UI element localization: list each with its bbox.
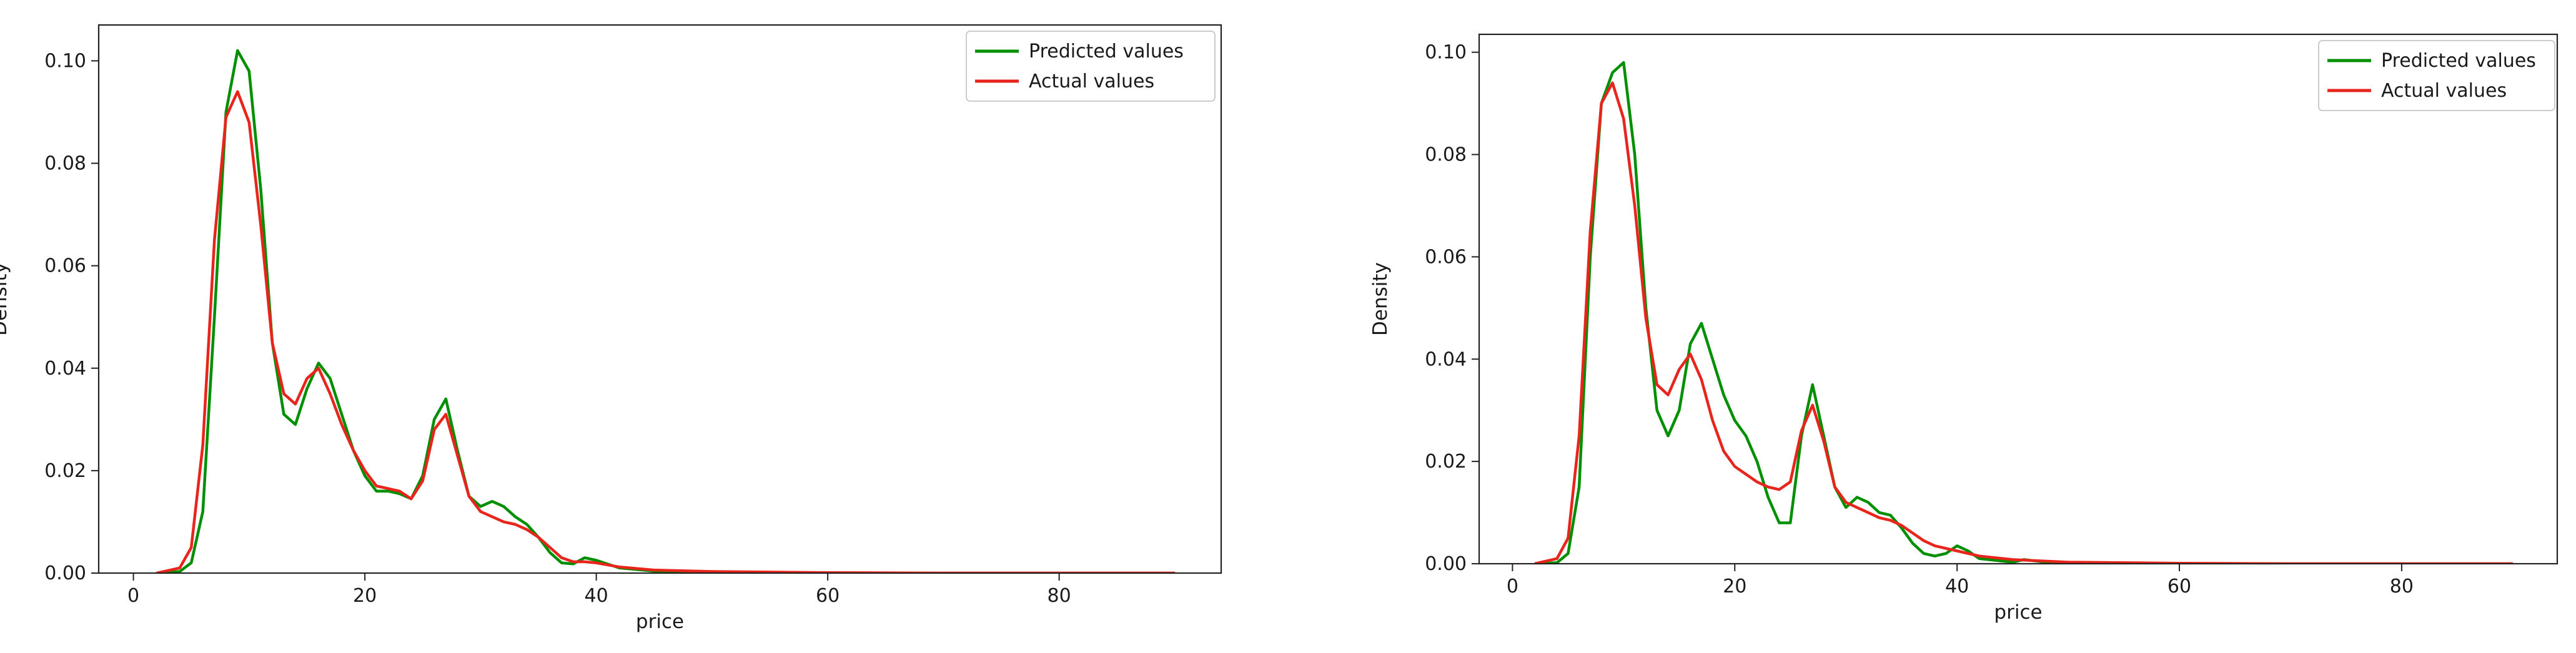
x-tick-label: 0 xyxy=(127,585,139,607)
x-tick-label: 20 xyxy=(353,585,377,607)
chart-1: 0 20 40 60 80 0.00 0.02 0.04 0.06 0.08 0.10 price De… xyxy=(0,24,1222,633)
legend-label: Predicted values xyxy=(2381,50,2536,72)
legend-label: Predicted values xyxy=(1029,41,1184,62)
x-tick-label: 20 xyxy=(1723,576,1746,597)
y-tick-label: 0.06 xyxy=(44,255,86,277)
x-tick-label: 0 xyxy=(1507,576,1518,597)
y-tick-label: 0.10 xyxy=(1425,42,1467,64)
legend-frame xyxy=(2318,40,2555,111)
y-axis-label: Density xyxy=(0,262,11,336)
x-tick-label: 80 xyxy=(1048,585,1071,607)
plot-frame xyxy=(1478,33,2559,565)
x-axis-label: price xyxy=(636,611,684,633)
series-line-predicted-values xyxy=(1534,61,2513,564)
y-axis-label: Density xyxy=(1369,262,1392,336)
series-line-actual-values xyxy=(156,90,1175,573)
legend-label: Actual values xyxy=(1029,71,1154,92)
legend-label: Actual values xyxy=(2381,80,2507,102)
legend: Predicted values Actual values xyxy=(966,31,1216,102)
plot-frame xyxy=(97,24,1222,574)
y-tick-label: 0.02 xyxy=(44,460,86,482)
y-tick-label: 0.10 xyxy=(44,50,86,72)
x-tick-label: 60 xyxy=(2167,576,2191,597)
series-line-actual-values xyxy=(1534,81,2513,564)
x-tick-label: 60 xyxy=(816,585,840,607)
x-tick-label: 40 xyxy=(1945,576,1969,597)
x-tick-label: 40 xyxy=(585,585,608,607)
series-line-predicted-values xyxy=(156,49,1175,573)
y-tick-label: 0.08 xyxy=(44,153,86,175)
y-tick-label: 0.04 xyxy=(1425,348,1467,370)
x-tick-label: 80 xyxy=(2390,576,2414,597)
y-tick-label: 0.02 xyxy=(1425,451,1467,473)
chart-2: 0 20 40 60 80 0.00 0.02 0.04 0.06 0.08 0.10 price De… xyxy=(1369,33,2559,624)
y-tick-label: 0.04 xyxy=(44,358,86,380)
x-axis-label: price xyxy=(1994,601,2042,624)
y-tick-label: 0.06 xyxy=(1425,246,1467,268)
legend-frame xyxy=(966,31,1216,102)
y-tick-label: 0.00 xyxy=(1425,553,1467,575)
legend: Predicted values Actual values xyxy=(2318,40,2555,111)
y-tick-label: 0.00 xyxy=(44,562,86,584)
y-tick-label: 0.08 xyxy=(1425,144,1467,166)
